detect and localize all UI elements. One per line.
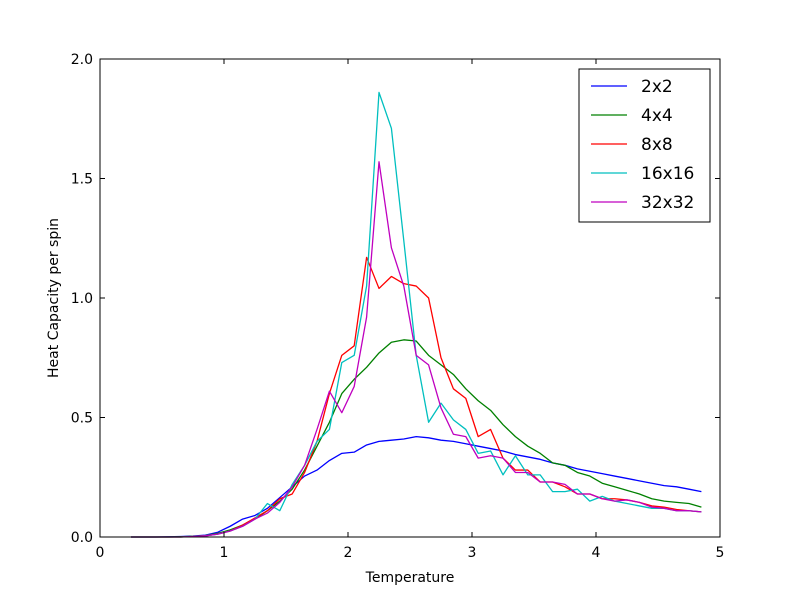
plot-area-frame	[99, 58, 721, 538]
x-tick-label: 0	[96, 545, 105, 561]
legend-label-16x16: 16x16	[641, 164, 694, 184]
series-layer	[131, 91, 702, 538]
x-tick-label: 3	[468, 545, 477, 561]
y-tick-label: 1.5	[71, 172, 93, 188]
series-line-4x4	[131, 339, 702, 538]
legend-label-8x8: 8x8	[641, 135, 673, 155]
y-tick-label: 1.0	[71, 291, 93, 307]
x-tick-label: 4	[592, 545, 601, 561]
x-tick-label: 5	[716, 545, 725, 561]
legend: 2x2 4x4 8x8 16x16 32x32	[578, 68, 711, 223]
x-tick-label: 2	[344, 545, 353, 561]
series-line-2x2	[131, 435, 702, 538]
legend-box	[578, 68, 711, 223]
y-tick-label: 0.0	[71, 530, 93, 546]
y-tick-label: 2.0	[71, 52, 93, 68]
x-tick-label: 1	[220, 545, 229, 561]
legend-label-2x2: 2x2	[641, 77, 673, 97]
legend-label-32x32: 32x32	[641, 193, 694, 213]
legend-label-4x4: 4x4	[641, 106, 673, 126]
x-axis-label: Temperature	[365, 570, 455, 586]
y-axis-label: Heat Capacity per spin	[46, 218, 62, 378]
y-tick-label: 0.5	[71, 411, 93, 427]
series-line-32x32	[131, 161, 702, 538]
